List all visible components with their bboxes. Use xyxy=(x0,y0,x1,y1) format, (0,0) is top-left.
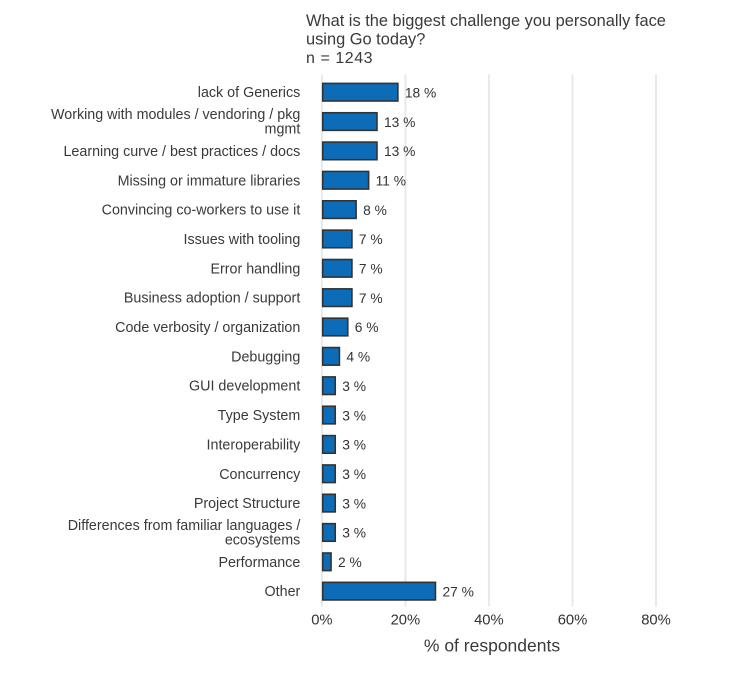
svg-text:60%: 60% xyxy=(558,612,588,628)
svg-text:3 %: 3 % xyxy=(342,467,366,482)
svg-text:0%: 0% xyxy=(311,612,332,628)
svg-text:13 %: 13 % xyxy=(384,144,415,159)
svg-text:3 %: 3 % xyxy=(342,379,366,394)
svg-text:13 %: 13 % xyxy=(384,115,415,130)
svg-text:Concurrency: Concurrency xyxy=(219,467,301,483)
svg-text:Interoperability: Interoperability xyxy=(207,437,302,453)
svg-text:40%: 40% xyxy=(474,612,504,628)
svg-text:3 %: 3 % xyxy=(342,438,366,453)
svg-text:20%: 20% xyxy=(391,612,421,628)
svg-text:Project Structure: Project Structure xyxy=(194,496,301,512)
svg-text:Error handling: Error handling xyxy=(210,261,300,277)
svg-text:6 %: 6 % xyxy=(355,320,379,335)
svg-text:GUI development: GUI development xyxy=(189,379,300,395)
svg-text:using Go today?: using Go today? xyxy=(306,30,425,48)
svg-text:8 %: 8 % xyxy=(363,203,387,218)
svg-text:Debugging: Debugging xyxy=(231,349,300,365)
svg-text:2 %: 2 % xyxy=(338,555,362,570)
svg-text:27 %: 27 % xyxy=(442,584,473,599)
svg-text:80%: 80% xyxy=(641,612,671,628)
svg-text:mgmt: mgmt xyxy=(265,121,301,137)
svg-text:n = 1243: n = 1243 xyxy=(306,50,373,67)
svg-text:lack of Generics: lack of Generics xyxy=(198,85,301,101)
svg-text:7 %: 7 % xyxy=(359,232,383,247)
svg-text:4 %: 4 % xyxy=(346,350,370,365)
svg-text:Differences from familiar lang: Differences from familiar languages / xyxy=(68,518,301,534)
svg-text:Issues with tooling: Issues with tooling xyxy=(183,232,300,248)
svg-text:What is the biggest challenge: What is the biggest challenge you person… xyxy=(306,12,666,30)
svg-text:Performance: Performance xyxy=(218,555,300,571)
svg-text:Code verbosity / organization: Code verbosity / organization xyxy=(115,320,300,336)
svg-text:3 %: 3 % xyxy=(342,408,366,423)
svg-text:3 %: 3 % xyxy=(342,526,366,541)
svg-text:% of respondents: % of respondents xyxy=(424,636,560,656)
svg-text:Working with modules / vendori: Working with modules / vendoring / pkg xyxy=(51,107,300,123)
svg-text:Type System: Type System xyxy=(218,408,301,424)
svg-text:7 %: 7 % xyxy=(359,262,383,277)
svg-text:3 %: 3 % xyxy=(342,496,366,511)
svg-text:18 %: 18 % xyxy=(405,85,436,100)
svg-text:11 %: 11 % xyxy=(376,173,406,188)
svg-text:7 %: 7 % xyxy=(359,291,383,306)
svg-text:ecosystems: ecosystems xyxy=(225,532,300,548)
svg-text:Learning curve / best practice: Learning curve / best practices / docs xyxy=(63,144,300,160)
svg-text:Other: Other xyxy=(265,584,301,600)
svg-text:Missing or immature libraries: Missing or immature libraries xyxy=(118,173,301,189)
svg-text:Business adoption / support: Business adoption / support xyxy=(124,291,300,307)
svg-text:Convincing co-workers to use i: Convincing co-workers to use it xyxy=(102,203,301,219)
